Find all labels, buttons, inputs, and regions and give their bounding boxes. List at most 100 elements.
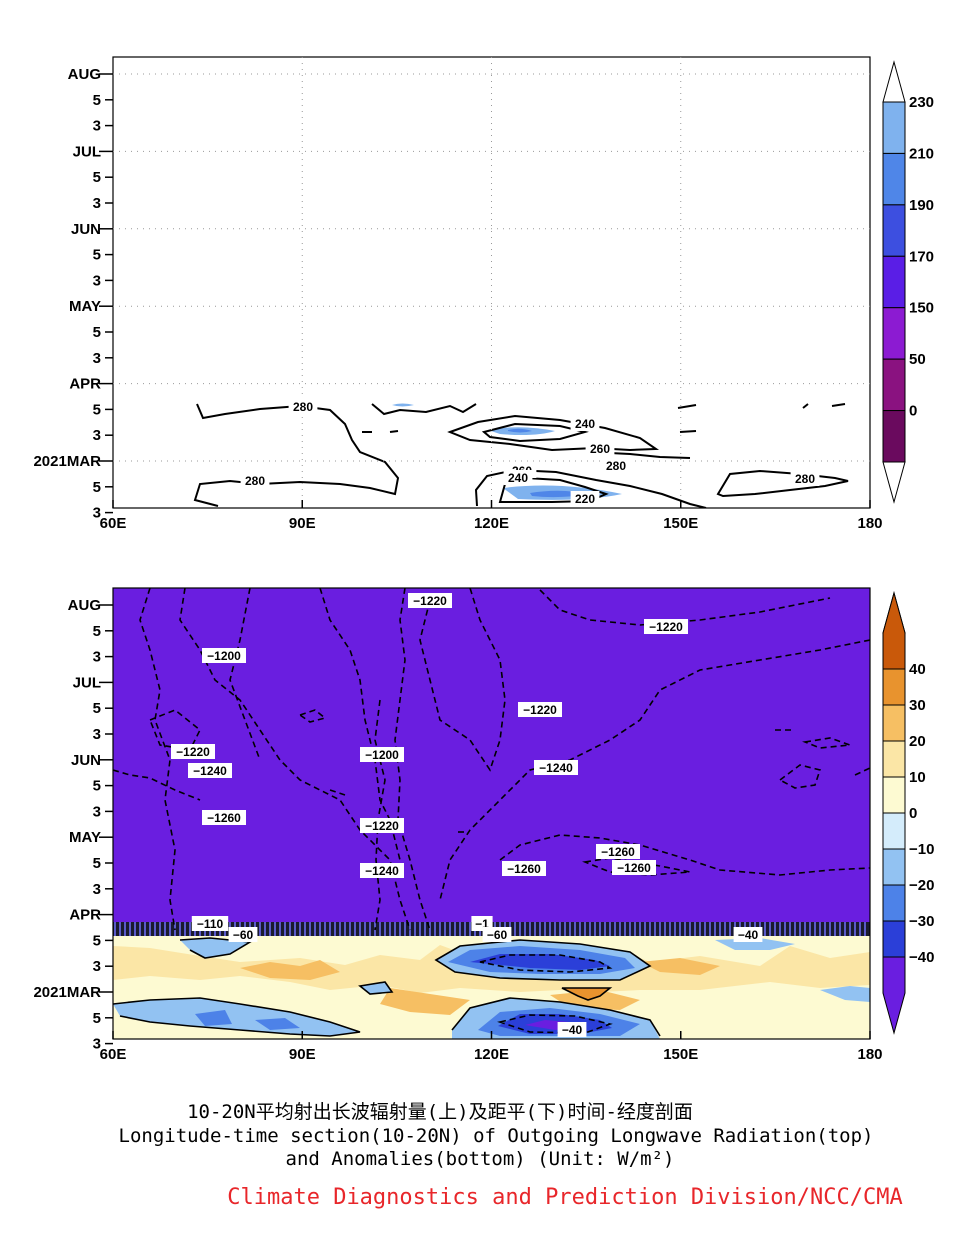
olr-contour-280-far-east	[716, 469, 849, 498]
contour-label: −1240	[365, 864, 399, 878]
y-tick-label: JUN	[71, 221, 101, 238]
anomaly-contour-s	[329, 789, 346, 796]
contour-label-bg	[188, 763, 232, 778]
x-tick-label: 90E	[289, 1046, 316, 1063]
olr-contour-280-north	[193, 403, 400, 507]
anomaly-contour-l	[148, 709, 202, 751]
x-tick-label: 120E	[474, 1046, 509, 1063]
olr-colorbar: 230 210 190 170 150 50 0	[882, 60, 934, 504]
colorbar-label: 10	[909, 769, 926, 786]
anomaly-shade-neg-10f	[820, 986, 870, 1002]
contour-label: −1240	[539, 761, 573, 775]
colorbar-swatch	[882, 152, 906, 206]
caption-chinese: 10-20N平均射出长波辐射量(上)及距平(下)时间-经度剖面	[187, 1101, 693, 1123]
anomaly-contour-u	[479, 954, 613, 973]
colorbar-swatch	[882, 704, 906, 742]
olr-shade-core-west-inner	[508, 428, 532, 433]
contour-label: 240	[575, 417, 595, 431]
colorbar-swatch	[882, 255, 906, 309]
colorbar-top-arrow	[882, 60, 906, 103]
olr-plot-area	[193, 403, 849, 508]
anomaly-contour-i	[499, 834, 870, 876]
colorbar-label: 190	[909, 197, 934, 214]
contour-label-bg	[202, 648, 246, 663]
anomaly-zero-f	[358, 981, 394, 995]
olr-panel: AUG 5 3 JUL 5 3 JUN 5 3 MAY 5 3 APR 5 3 2021MAR 5 3 60E 90…	[33, 56, 934, 532]
anomaly-panel: AUG 5 3 JUL 5 3 JUN 5 3 MAY 5 3 APR 5 3 2021MAR 5 3 60E 90…	[33, 587, 934, 1063]
anomaly-contour-h	[439, 639, 870, 901]
y-tick-label: 5	[93, 1010, 101, 1027]
contour-label-bg	[171, 744, 215, 759]
contour-label-bg	[612, 860, 656, 875]
caption-english-line2: and Anomalies(bottom) (Unit: W/m²)	[285, 1148, 675, 1170]
contour-label-bg	[360, 863, 404, 878]
olr-contour-dash-1	[677, 404, 697, 409]
colorbar-swatch	[882, 101, 906, 154]
anomaly-contour-o	[778, 764, 822, 789]
anomaly-contour-r	[113, 769, 201, 801]
anomaly-contour-c	[319, 588, 401, 861]
y-tick-label: 5	[93, 479, 101, 496]
olr-y-axis: AUG 5 3 JUL 5 3 JUN 5 3 MAY 5 3 APR 5 3 2021MAR 5 3	[33, 66, 113, 522]
colorbar-swatch	[882, 358, 906, 412]
contour-label-bg	[596, 844, 640, 859]
contour-label: 220	[575, 492, 595, 506]
x-tick-label: 60E	[100, 1046, 127, 1063]
contour-label-bg	[360, 818, 404, 833]
y-tick-label: APR	[69, 907, 101, 924]
contour-label-bg	[240, 473, 270, 488]
colorbar-top-cap	[882, 591, 906, 670]
contour-label: −40	[738, 928, 759, 942]
contour-label-bg	[202, 810, 246, 825]
y-tick-label: MAY	[69, 829, 101, 846]
olr-contour-dash-6	[389, 430, 399, 433]
contour-label-bg	[557, 1022, 587, 1037]
colorbar-label: 30	[909, 697, 926, 714]
anomaly-dashed-contours	[113, 588, 870, 1034]
y-tick-label: 5	[93, 932, 101, 949]
contour-label-bg	[288, 399, 318, 414]
contour-label: −1220	[176, 745, 210, 759]
olr-contour-labels: 280240260280260220240280280	[240, 399, 820, 506]
y-tick-label: 5	[93, 623, 101, 640]
colorbar-label: 50	[909, 351, 926, 368]
anomaly-contour-a	[139, 588, 176, 931]
contour-label: −60	[233, 928, 254, 942]
colorbar-label: 0	[909, 403, 917, 420]
x-tick-label: 60E	[100, 515, 127, 532]
y-tick-label: 3	[93, 272, 101, 289]
contour-label-bg	[733, 927, 763, 942]
anomaly-contour-v	[497, 1014, 613, 1034]
contour-label: 280	[245, 474, 265, 488]
contour-label-bg	[534, 760, 578, 775]
colorbar-swatch	[882, 848, 906, 886]
anomaly-shade-neg-20d	[255, 1018, 300, 1030]
caption-english-line1: Longitude-time section(10-20N) of Outgoi…	[118, 1125, 874, 1147]
olr-gridlines	[113, 57, 870, 508]
colorbar-swatch	[882, 740, 906, 778]
y-tick-label: 3	[93, 505, 101, 522]
contour-label: −1220	[413, 594, 447, 608]
y-tick-label: 5	[93, 855, 101, 872]
contour-label-bg	[644, 619, 688, 634]
x-tick-label: 180	[857, 515, 882, 532]
y-tick-label: 3	[93, 958, 101, 975]
colorbar-swatch	[882, 307, 906, 360]
x-tick-label: 120E	[474, 515, 509, 532]
contour-label: −1260	[601, 845, 635, 859]
colorbar-label: −10	[909, 841, 934, 858]
colorbar-swatch	[882, 776, 906, 814]
anomaly-plot-area	[113, 588, 870, 1039]
contour-label-bg	[360, 747, 404, 762]
anomaly-shade-pos-20c	[640, 958, 720, 975]
y-tick-label: 5	[93, 169, 101, 186]
olr-contour-260	[481, 422, 589, 443]
contour-label-bg	[228, 927, 258, 942]
contour-label: −40	[562, 1023, 583, 1037]
olr-contour-dash-2	[679, 430, 697, 433]
y-tick-label: 5	[93, 324, 101, 341]
anomaly-x-axis: 60E 90E 120E 150E 180	[100, 1031, 883, 1063]
y-tick-label: 3	[93, 195, 101, 212]
anomaly-contour-labels: −1220 −1220 −1200 −1220 −1220 −1240 −1240 −1200…	[171, 593, 763, 1037]
y-tick-label: 2021MAR	[33, 453, 101, 470]
